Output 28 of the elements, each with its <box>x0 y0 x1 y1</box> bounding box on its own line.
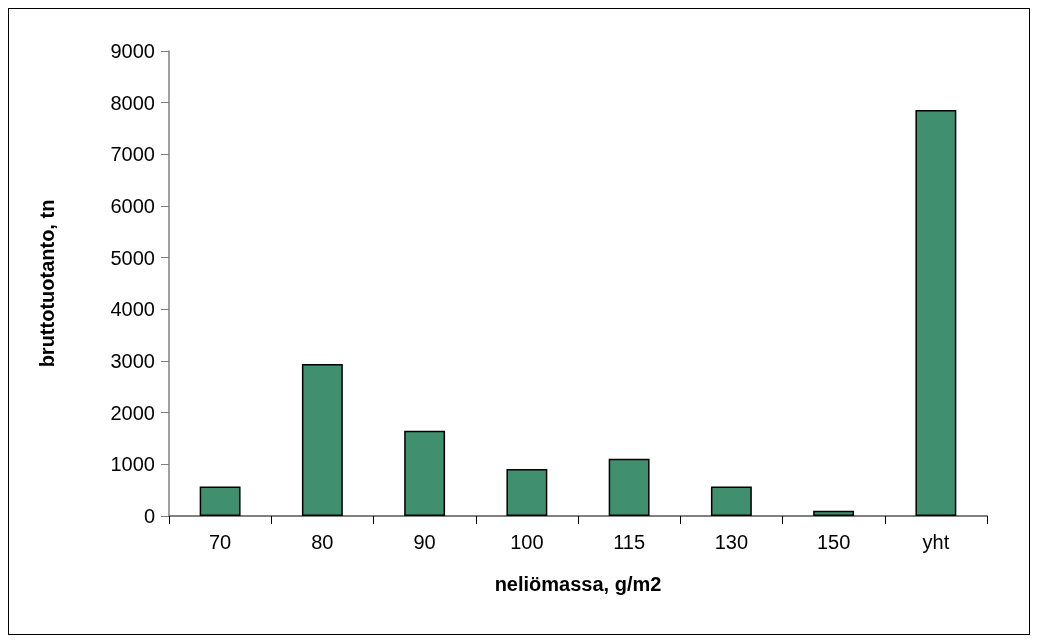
y-axis-title: bruttotuotanto, tn <box>36 199 58 368</box>
bar <box>506 468 548 516</box>
y-tick-label: 3000 <box>110 350 155 372</box>
y-tick-label: 0 <box>143 505 155 527</box>
bar <box>915 109 957 516</box>
bar <box>813 510 855 516</box>
x-tick-label: 70 <box>209 531 232 553</box>
y-tick-label: 1000 <box>110 453 155 476</box>
y-tick-label: 4000 <box>110 298 155 321</box>
y-tick-label: 5000 <box>110 246 155 269</box>
x-tick-label: 80 <box>311 531 334 553</box>
y-tick-label: 9000 <box>110 40 155 62</box>
y-tick-label: 8000 <box>110 91 155 114</box>
y-tick-label: 6000 <box>110 195 155 217</box>
bar <box>301 364 343 516</box>
bar <box>608 458 650 516</box>
x-tick-label: yht <box>922 531 950 553</box>
x-tick-label: 100 <box>510 531 544 553</box>
x-axis-title: neliömassa, g/m2 <box>494 573 662 595</box>
bar <box>710 486 752 516</box>
y-tick-label: 2000 <box>110 401 155 424</box>
bar <box>199 486 241 516</box>
x-tick-label: 90 <box>413 531 436 553</box>
bar <box>404 430 446 516</box>
x-tick-label: 150 <box>816 531 851 553</box>
x-tick-label: 115 <box>613 531 646 553</box>
y-tick-label: 7000 <box>110 143 155 166</box>
x-tick-label: 130 <box>714 531 749 553</box>
